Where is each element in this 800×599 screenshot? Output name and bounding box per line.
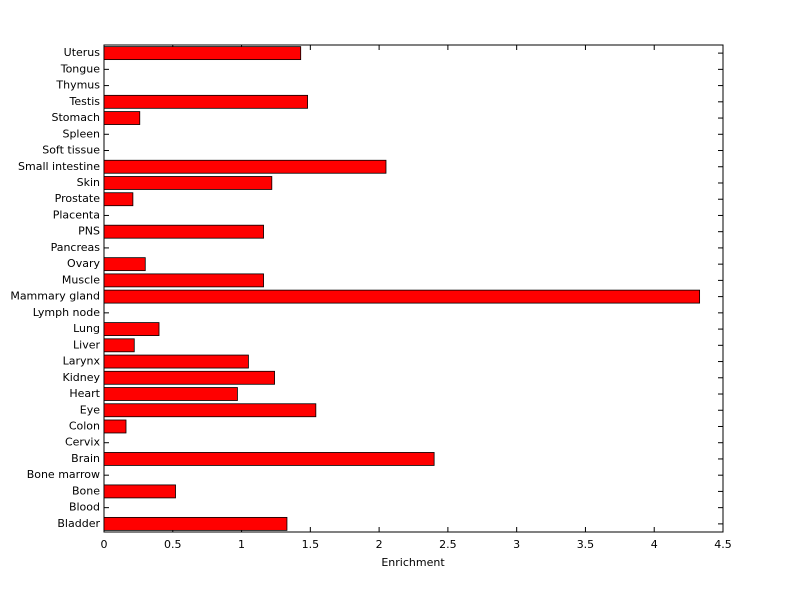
x-axis-label: Enrichment (381, 556, 445, 569)
bar (103, 322, 160, 336)
y-tick-label: Lymph node (33, 306, 100, 319)
bar (103, 289, 701, 304)
bar (103, 257, 146, 272)
plot-frame (103, 44, 724, 533)
x-tick-label: 1.5 (302, 538, 320, 551)
bar (103, 370, 275, 385)
bar (103, 452, 435, 466)
bar (103, 273, 264, 288)
y-tick-label: Skin (77, 176, 100, 189)
y-tick-label: Tongue (60, 62, 101, 75)
bar (103, 224, 264, 239)
y-tick-label: Mammary gland (10, 290, 100, 303)
x-tick-label: 3.5 (577, 538, 595, 551)
y-tick-label: Thymus (55, 79, 100, 92)
y-tick-label: Bladder (57, 517, 100, 530)
bar (103, 387, 238, 401)
y-tick-label: Brain (71, 452, 100, 465)
y-tick-label: Colon (69, 419, 100, 432)
bar (103, 484, 176, 499)
y-tick-label: Larynx (63, 355, 101, 368)
y-tick-label: Liver (73, 338, 100, 351)
bar (103, 192, 134, 207)
y-tick-label: Stomach (51, 111, 100, 124)
y-tick-label: Small intestine (18, 160, 100, 173)
bar (103, 46, 302, 61)
x-tick-label: 2 (376, 538, 383, 551)
y-tick-label: Eye (80, 403, 100, 416)
y-tick-label: Bone marrow (27, 468, 100, 481)
bar (103, 338, 135, 353)
x-tick-label: 1 (238, 538, 245, 551)
bar (103, 403, 317, 418)
y-tick-label: Lung (73, 322, 100, 335)
x-tick-label: 2.5 (439, 538, 457, 551)
y-tick-label: Prostate (55, 192, 101, 205)
y-tick-label: Muscle (62, 273, 100, 286)
y-tick-label: Ovary (67, 257, 100, 270)
y-tick-label: PNS (78, 225, 100, 238)
bar (103, 516, 288, 531)
y-tick-label: Heart (69, 387, 100, 400)
bar (103, 354, 249, 369)
bar (103, 111, 141, 125)
y-tick-label: Pancreas (51, 241, 101, 254)
x-tick-label: 0.5 (164, 538, 182, 551)
x-tick-label: 3 (513, 538, 520, 551)
y-tick-label: Kidney (62, 371, 100, 384)
bar (103, 159, 387, 174)
x-tick-label: 0 (101, 538, 108, 551)
y-tick-label: Testis (69, 95, 101, 108)
y-tick-label: Cervix (65, 436, 101, 449)
y-tick-label: Spleen (62, 127, 100, 140)
x-tick-label: 4.5 (714, 538, 732, 551)
y-tick-label: Bone (72, 484, 100, 497)
x-tick-label: 4 (651, 538, 658, 551)
bar (103, 419, 127, 434)
y-tick-label: Uterus (64, 46, 101, 59)
bar (103, 176, 273, 190)
bar (103, 94, 308, 109)
y-tick-label: Blood (69, 501, 100, 514)
y-tick-label: Placenta (53, 208, 100, 221)
y-tick-label: Soft tissue (42, 144, 100, 157)
